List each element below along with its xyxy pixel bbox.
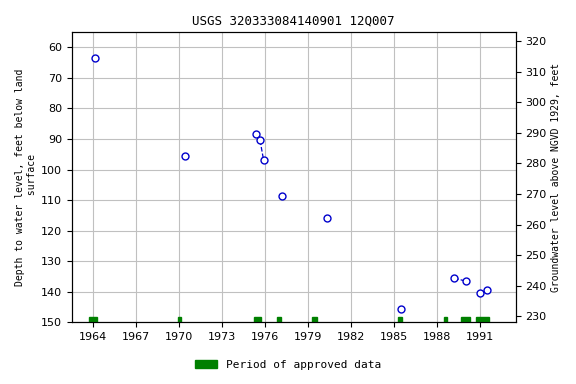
- Bar: [312, 317, 317, 323]
- Bar: [177, 317, 180, 323]
- Bar: [253, 317, 262, 323]
- Bar: [89, 317, 97, 323]
- Y-axis label: Depth to water level, feet below land
 surface: Depth to water level, feet below land su…: [15, 68, 37, 286]
- Bar: [399, 317, 402, 323]
- Bar: [444, 317, 447, 323]
- Bar: [461, 317, 470, 323]
- Y-axis label: Groundwater level above NGVD 1929, feet: Groundwater level above NGVD 1929, feet: [551, 63, 561, 292]
- Bar: [276, 317, 281, 323]
- Legend: Period of approved data: Period of approved data: [191, 356, 385, 375]
- Bar: [476, 317, 488, 323]
- Title: USGS 320333084140901 12Q007: USGS 320333084140901 12Q007: [192, 15, 395, 28]
